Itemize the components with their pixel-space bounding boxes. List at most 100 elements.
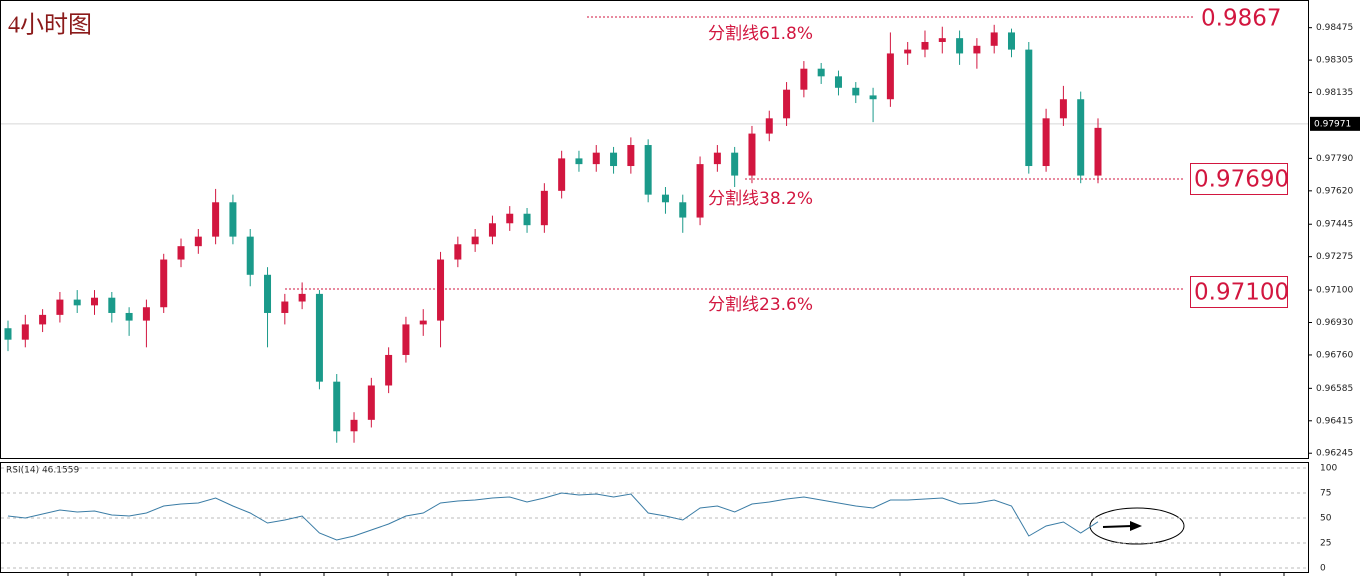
candle-body <box>679 202 687 218</box>
current-price-label: 0.97971 <box>1314 119 1351 129</box>
candle-body <box>696 164 704 218</box>
y-tick-label: 0.98475 <box>1316 23 1353 33</box>
rsi-tick-label: 25 <box>1320 539 1331 549</box>
y-tick-label: 0.96930 <box>1316 318 1353 328</box>
y-tick-label: 0.98135 <box>1316 88 1353 98</box>
candle-body <box>212 202 220 237</box>
candle-body <box>385 354 393 386</box>
candle-body <box>142 307 150 321</box>
rsi-pane <box>0 462 1309 573</box>
candle-body <box>1094 127 1102 176</box>
candle-body <box>21 324 29 340</box>
candle-body <box>229 202 237 237</box>
candle-body <box>1042 118 1050 167</box>
candle-body <box>540 190 548 226</box>
y-tick-label: 0.97445 <box>1316 220 1353 230</box>
candle-body <box>125 312 133 321</box>
candle-body <box>817 68 825 77</box>
candle-body <box>4 328 12 340</box>
candle-body <box>91 297 99 306</box>
rsi-tick-label: 0 <box>1320 564 1326 574</box>
candle-body <box>800 68 808 90</box>
rsi-label: RSI(14) 46.1559 <box>6 466 79 476</box>
candle-body <box>575 158 583 165</box>
candle-body <box>419 320 427 325</box>
price-box <box>1190 163 1288 195</box>
y-tick-label: 0.96585 <box>1316 384 1353 394</box>
candle-body <box>1025 49 1033 167</box>
candle-body <box>246 236 254 275</box>
candle-body <box>488 223 496 237</box>
fib-price: 0.97690 <box>1194 167 1289 193</box>
y-tick-label: 0.97275 <box>1316 252 1353 262</box>
candle-body <box>748 133 756 176</box>
candle-body <box>108 297 116 313</box>
candle-body <box>558 158 566 191</box>
candle-body <box>1077 99 1085 176</box>
candle-body <box>1007 32 1015 50</box>
candle-body <box>938 38 946 42</box>
candle-body <box>315 293 323 382</box>
candle-body <box>834 76 842 88</box>
candle-body <box>973 45 981 54</box>
candle-body <box>523 213 531 226</box>
fib-label: 分割线38.2% <box>708 189 813 209</box>
fib-price: 0.9867 <box>1201 6 1281 32</box>
candle-body <box>592 152 600 165</box>
candle-body <box>298 293 306 302</box>
candle-body <box>627 145 635 167</box>
candle-body <box>610 152 618 167</box>
candle-body <box>194 236 202 247</box>
arrow <box>1102 525 1133 528</box>
candle-body <box>471 236 479 245</box>
candle-body <box>869 95 877 100</box>
current-price-tag <box>1310 116 1360 131</box>
price-box <box>1190 276 1288 308</box>
candle-body <box>160 259 168 308</box>
candle-body <box>506 213 514 224</box>
candle-body <box>731 152 739 176</box>
candle-body <box>281 301 289 313</box>
y-tick-label: 0.96760 <box>1316 350 1353 360</box>
candle-body <box>956 38 964 54</box>
rsi-tick-label: 50 <box>1320 514 1332 524</box>
fib-label: 分割线61.8% <box>708 24 813 44</box>
y-tick-label: 0.97620 <box>1316 186 1353 196</box>
y-tick-label: 0.96415 <box>1316 416 1353 426</box>
candle-body <box>402 324 410 355</box>
candle-body <box>783 89 791 119</box>
candle-body <box>264 274 272 313</box>
candle-body <box>177 246 185 260</box>
y-tick-label: 0.98305 <box>1316 56 1353 66</box>
y-tick-label: 0.97100 <box>1316 286 1353 296</box>
candle-body <box>886 53 894 100</box>
rsi-line <box>7 492 1099 541</box>
candle-body <box>333 381 341 432</box>
candle-body <box>904 49 912 54</box>
candle-body <box>852 87 860 96</box>
candle-body <box>765 118 773 134</box>
candle-body <box>39 314 47 325</box>
fib-price: 0.97100 <box>1194 280 1289 306</box>
candle-body <box>713 152 721 165</box>
chart-title: 4小时图 <box>8 12 92 39</box>
candle-body <box>367 385 375 420</box>
rsi-tick-label: 75 <box>1320 489 1331 499</box>
candle-body <box>990 32 998 46</box>
fib-label: 分割线23.6% <box>708 295 813 315</box>
candle-body <box>73 299 81 306</box>
candle-body <box>661 194 669 203</box>
candle-body <box>437 259 445 321</box>
rsi-tick-label: 100 <box>1320 464 1337 474</box>
candle-body <box>350 419 358 432</box>
arrow-head <box>1130 521 1142 531</box>
price-pane <box>0 0 1309 459</box>
candle-body <box>921 41 929 50</box>
candle-body <box>56 299 64 315</box>
candle-body <box>454 244 462 260</box>
candle-body <box>1059 99 1067 119</box>
annotation-oval <box>1089 507 1185 545</box>
candle-body <box>644 145 652 195</box>
y-tick-label: 0.96245 <box>1316 449 1353 459</box>
